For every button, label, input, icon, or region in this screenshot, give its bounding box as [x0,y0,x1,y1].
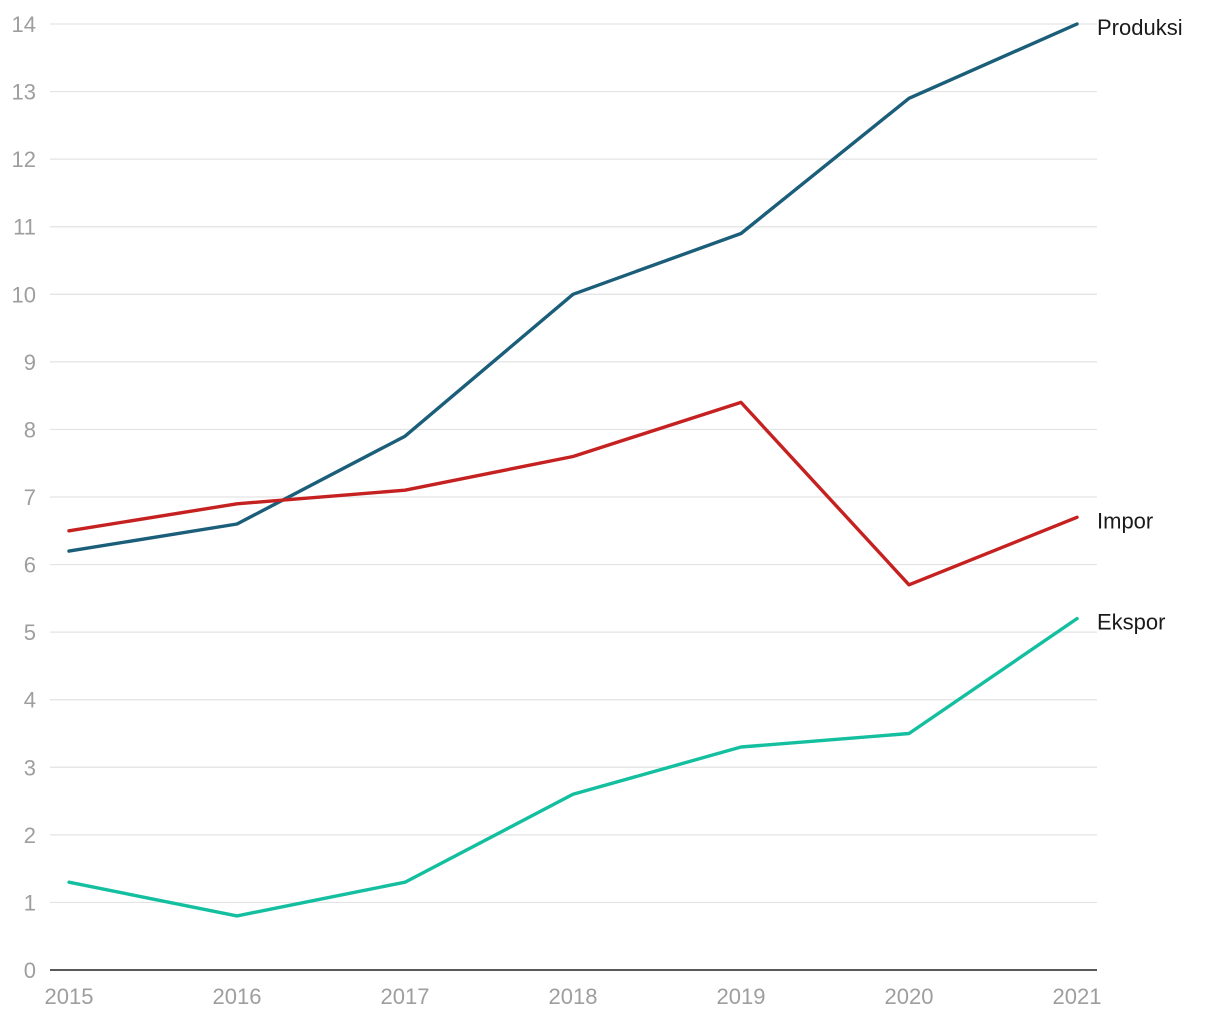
x-tick-label: 2018 [549,984,598,1009]
y-tick-label: 11 [13,215,36,240]
y-tick-label: 1 [24,890,36,915]
y-tick-label: 5 [24,620,36,645]
x-tick-label: 2017 [381,984,430,1009]
x-tick-label: 2019 [717,984,766,1009]
x-tick-label: 2020 [885,984,934,1009]
y-tick-label: 3 [24,755,36,780]
series-line-impor [67,400,1079,587]
y-tick-label: 13 [12,80,36,105]
x-tick-label: 2021 [1053,984,1102,1009]
series-line-ekspor [67,616,1079,918]
y-tick-label: 14 [12,12,36,37]
y-tick-label: 12 [12,147,36,172]
y-tick-label: 2 [24,823,36,848]
series-label-produksi: Produksi [1097,15,1183,40]
x-tick-label: 2016 [213,984,262,1009]
y-tick-label: 4 [24,688,36,713]
series-labels: Produksi Impor Ekspor [1097,15,1183,635]
x-tick-label: 2015 [45,984,94,1009]
y-tick-label: 8 [24,417,36,442]
series-label-impor: Impor [1097,508,1153,533]
y-tick-label: 9 [24,350,36,375]
y-tick-label: 10 [12,282,36,307]
x-axis-ticks: 2015 2016 2017 2018 2019 2020 2021 [45,984,1102,1009]
gridlines [50,23,1097,904]
series-lines [67,22,1079,918]
y-tick-label: 7 [24,485,36,510]
y-tick-label: 0 [24,958,36,983]
series-line-produksi [67,22,1079,553]
y-tick-label: 6 [24,553,36,578]
series-label-ekspor: Ekspor [1097,610,1165,635]
